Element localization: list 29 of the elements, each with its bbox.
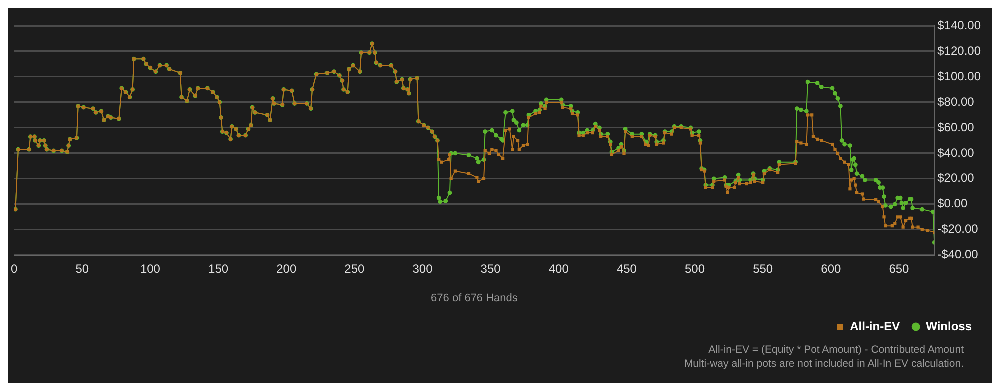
y-tick-label: $100.00 bbox=[938, 69, 982, 84]
y-tick-label: $20.00 bbox=[938, 171, 975, 186]
legend-label: All-in-EV bbox=[850, 319, 900, 334]
y-tick-label: $60.00 bbox=[938, 120, 975, 134]
y-tick-label: -$20.00 bbox=[938, 222, 979, 236]
x-tick-label: 100 bbox=[140, 262, 161, 276]
x-tick-label: 350 bbox=[480, 262, 502, 276]
y-tick-label: $40.00 bbox=[938, 146, 975, 160]
x-tick-label: 250 bbox=[344, 262, 366, 276]
x-tick-label: 150 bbox=[208, 262, 229, 276]
x-tick-label: 550 bbox=[753, 262, 774, 276]
x-axis-title: 676 of 676 Hands bbox=[431, 292, 518, 304]
y-tick-label: $0.00 bbox=[938, 196, 968, 211]
text: All-in-EV = (Equity * Pot Amount) - Contributed Amount bbox=[708, 343, 964, 357]
y-tick-label: $80.00 bbox=[938, 94, 975, 109]
x-tick-label: 50 bbox=[76, 262, 90, 276]
y-tick-label: $140.00 bbox=[938, 18, 982, 32]
y-tick-label: $120.00 bbox=[938, 44, 982, 58]
x-tick-label: 300 bbox=[412, 262, 434, 276]
x-tick-label: 0 bbox=[10, 262, 18, 276]
legend-label: Winloss bbox=[926, 319, 972, 334]
y-tick-label: -$40.00 bbox=[938, 248, 979, 262]
text: Multi-way all-in pots are not included in All-In EV calculation. bbox=[683, 357, 964, 371]
x-tick-label: 450 bbox=[616, 262, 638, 276]
x-tick-label: 600 bbox=[821, 262, 842, 276]
x-tick-label: 400 bbox=[548, 262, 570, 276]
x-tick-label: 650 bbox=[889, 262, 910, 276]
x-tick-label: 500 bbox=[685, 262, 706, 276]
x-tick-label: 200 bbox=[276, 262, 297, 276]
